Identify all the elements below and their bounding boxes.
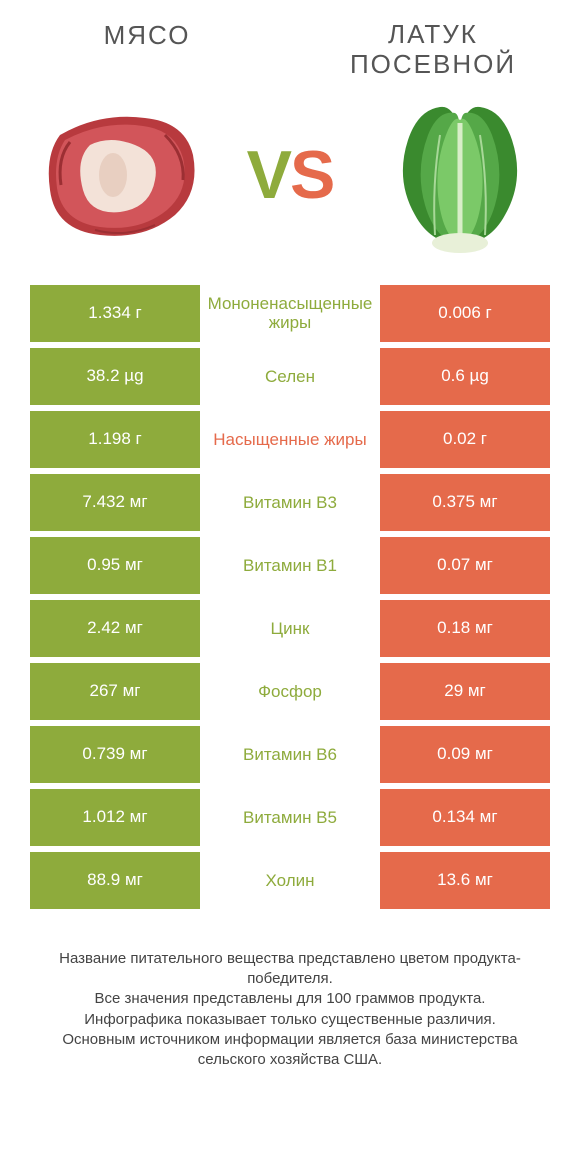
cell-right-value: 0.375 мг: [380, 474, 550, 531]
meat-image: [30, 90, 210, 260]
cell-left-value: 2.42 мг: [30, 600, 200, 657]
cell-left-value: 7.432 мг: [30, 474, 200, 531]
lettuce-icon: [380, 95, 540, 255]
cell-right-value: 29 мг: [380, 663, 550, 720]
table-row: 88.9 мгХолин13.6 мг: [30, 852, 550, 909]
cell-right-value: 0.134 мг: [380, 789, 550, 846]
table-row: 0.95 мгВитамин B10.07 мг: [30, 537, 550, 594]
cell-nutrient-label: Витамин B5: [200, 789, 380, 846]
footer-line-4: Основным источником информации является …: [40, 1030, 540, 1071]
cell-right-value: 0.006 г: [380, 285, 550, 342]
cell-left-value: 1.012 мг: [30, 789, 200, 846]
table-row: 267 мгФосфор29 мг: [30, 663, 550, 720]
footer-line-3: Инфографика показывает только существенн…: [40, 1010, 540, 1030]
lettuce-image: [370, 90, 550, 260]
cell-right-value: 0.02 г: [380, 411, 550, 468]
cell-right-value: 13.6 мг: [380, 852, 550, 909]
cell-nutrient-label: Витамин B3: [200, 474, 380, 531]
infographic-container: МЯСО ЛАТУК ПОСЕВНОЙ VS: [0, 0, 580, 1080]
comparison-table: 1.334 гМононенасыщенные жиры0.006 г 38.2 …: [30, 285, 550, 909]
cell-nutrient-label: Холин: [200, 852, 380, 909]
cell-left-value: 0.95 мг: [30, 537, 200, 594]
cell-nutrient-label: Витамин B1: [200, 537, 380, 594]
table-row: 1.198 гНасыщенные жиры0.02 г: [30, 411, 550, 468]
table-row: 0.739 мгВитамин B60.09 мг: [30, 726, 550, 783]
cell-right-value: 0.18 мг: [380, 600, 550, 657]
cell-left-value: 267 мг: [30, 663, 200, 720]
title-left: МЯСО: [30, 20, 264, 51]
cell-nutrient-label: Фосфор: [200, 663, 380, 720]
cell-left-value: 88.9 мг: [30, 852, 200, 909]
cell-nutrient-label: Мононенасыщенные жиры: [200, 285, 380, 342]
cell-nutrient-label: Витамин B6: [200, 726, 380, 783]
cell-right-value: 0.09 мг: [380, 726, 550, 783]
table-row: 38.2 µgСелен0.6 µg: [30, 348, 550, 405]
table-row: 1.012 мгВитамин B50.134 мг: [30, 789, 550, 846]
vs-s: S: [290, 141, 333, 209]
table-row: 7.432 мгВитамин B30.375 мг: [30, 474, 550, 531]
vs-v: V: [247, 141, 290, 209]
cell-left-value: 38.2 µg: [30, 348, 200, 405]
title-right-line2: ПОСЕВНОЙ: [350, 49, 516, 79]
footer-notes: Название питательного вещества представл…: [30, 949, 550, 1071]
header: МЯСО ЛАТУК ПОСЕВНОЙ: [30, 20, 550, 80]
footer-line-1: Название питательного вещества представл…: [40, 949, 540, 990]
cell-right-value: 0.07 мг: [380, 537, 550, 594]
cell-left-value: 0.739 мг: [30, 726, 200, 783]
table-row: 2.42 мгЦинк0.18 мг: [30, 600, 550, 657]
title-right: ЛАТУК ПОСЕВНОЙ: [316, 20, 550, 80]
footer-line-2: Все значения представлены для 100 граммо…: [40, 989, 540, 1009]
images-row: VS: [30, 90, 550, 260]
cell-right-value: 0.6 µg: [380, 348, 550, 405]
table-row: 1.334 гМононенасыщенные жиры0.006 г: [30, 285, 550, 342]
cell-left-value: 1.334 г: [30, 285, 200, 342]
cell-nutrient-label: Селен: [200, 348, 380, 405]
cell-left-value: 1.198 г: [30, 411, 200, 468]
vs-label: VS: [247, 141, 334, 209]
cell-nutrient-label: Насыщенные жиры: [200, 411, 380, 468]
meat-icon: [35, 100, 205, 250]
title-right-line1: ЛАТУК: [388, 19, 478, 49]
cell-nutrient-label: Цинк: [200, 600, 380, 657]
